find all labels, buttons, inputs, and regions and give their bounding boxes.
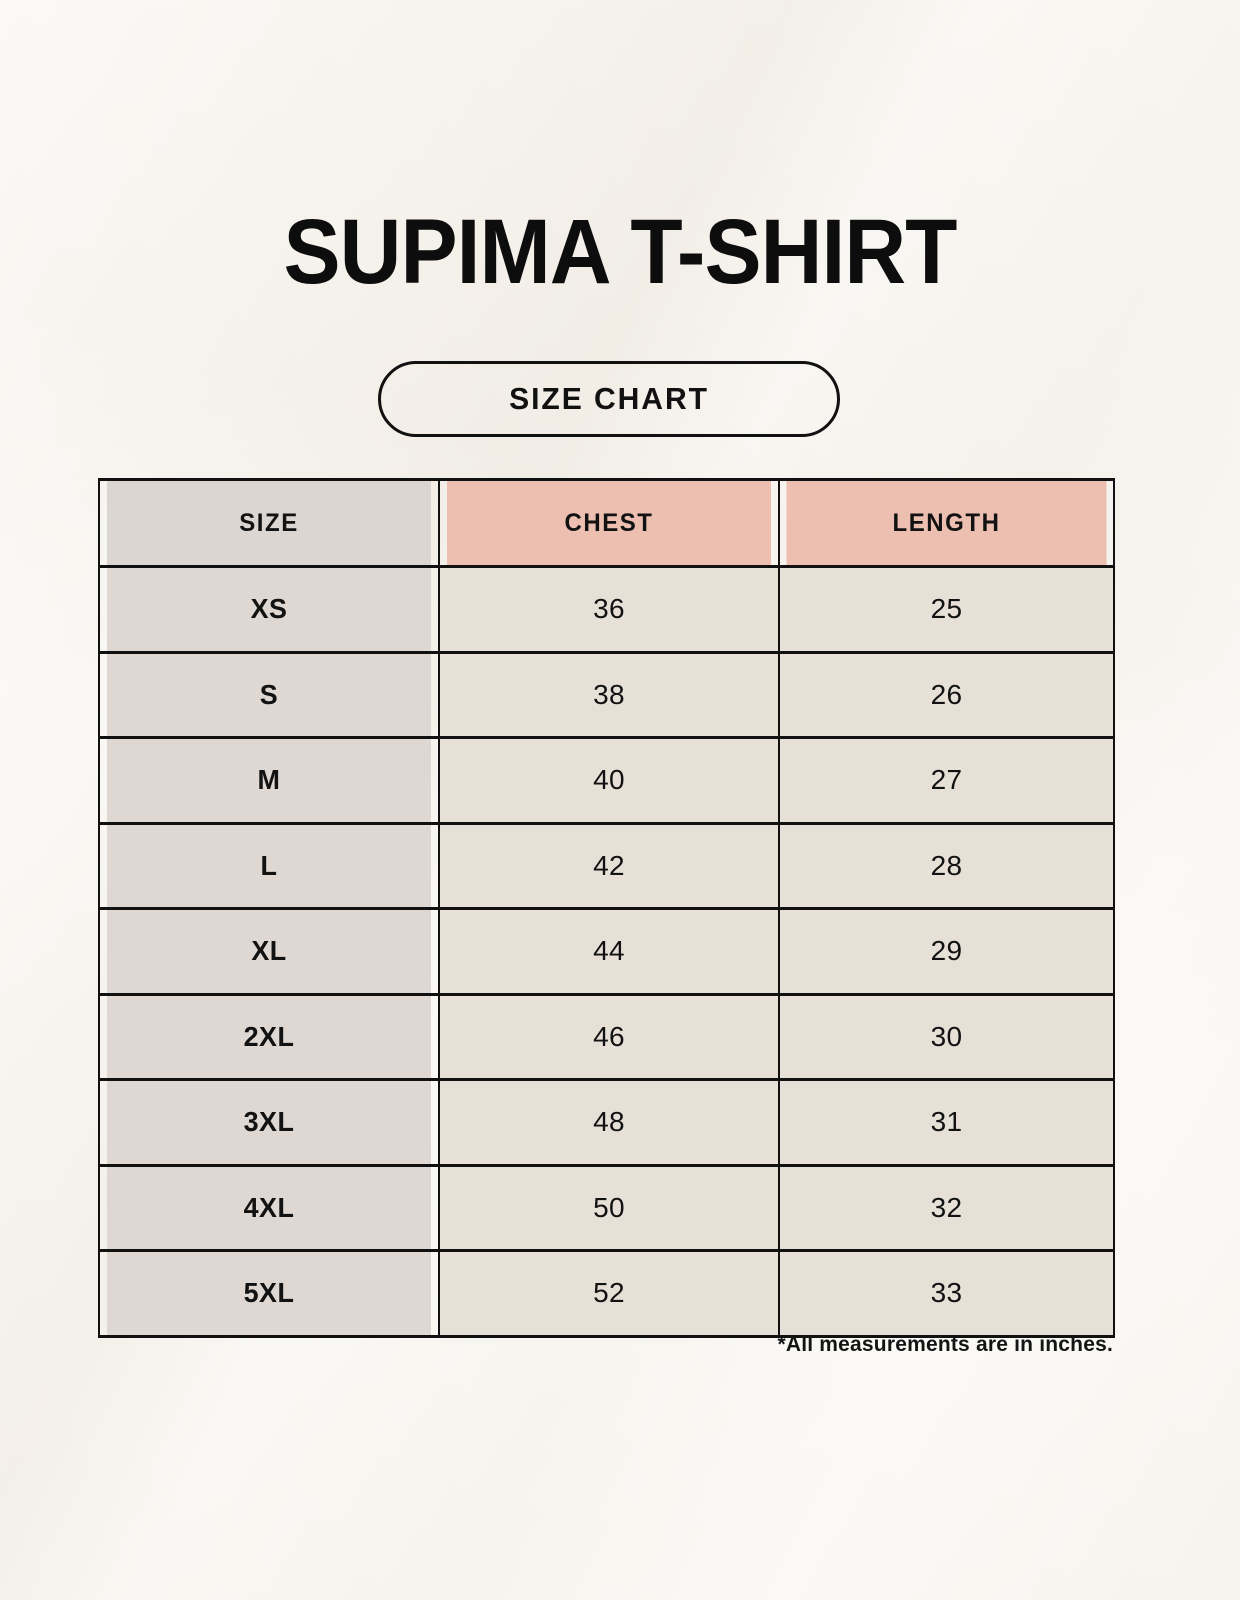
- cell-length: 28: [778, 821, 1115, 910]
- cell-length: 32: [778, 1163, 1115, 1252]
- table-row: 5XL 52 33: [99, 1249, 1115, 1338]
- cell-size: 2XL: [104, 992, 434, 1081]
- cell-length: 26: [778, 650, 1115, 739]
- table-row: 2XL 46 30: [99, 992, 1115, 1081]
- page-title: SUPIMA T-SHIRT: [283, 201, 957, 303]
- cell-chest: 38: [438, 650, 780, 739]
- cell-chest: 52: [438, 1249, 780, 1338]
- cell-size: L: [104, 821, 434, 910]
- measurement-note: *All measurements are in inches.: [777, 1333, 1113, 1356]
- cell-size: 4XL: [104, 1163, 434, 1252]
- cell-chest: 50: [438, 1163, 780, 1252]
- cell-length: 29: [778, 907, 1115, 996]
- table-row: M 40 27: [99, 736, 1115, 825]
- cell-chest: 46: [438, 992, 780, 1081]
- cell-length: 27: [778, 736, 1115, 825]
- table-row: L 42 28: [99, 821, 1115, 910]
- table-body: XS 36 25 S 38 26 M 40 27 L 42 28 XL 44 29 2XL 46 30 3XL 48 3…: [99, 565, 1115, 1338]
- table-row: 4XL 50 32: [99, 1163, 1115, 1252]
- cell-size: 3XL: [104, 1078, 434, 1167]
- table-header-row: SIZE CHEST LENGTH: [99, 478, 1114, 568]
- size-chart-table: SIZE CHEST LENGTH XS 36 25 S 38 26 M 40 27 L 42 28 X…: [98, 478, 1115, 1338]
- cell-chest: 44: [438, 907, 780, 996]
- cell-size: 5XL: [104, 1249, 434, 1338]
- cell-length: 31: [778, 1078, 1115, 1167]
- table-row: XS 36 25: [99, 565, 1115, 654]
- cell-chest: 42: [438, 821, 780, 910]
- column-header-size: SIZE: [104, 478, 434, 568]
- cell-size: XL: [104, 907, 434, 996]
- cell-chest: 48: [438, 1078, 780, 1167]
- cell-length: 25: [778, 565, 1115, 654]
- cell-chest: 36: [438, 565, 780, 654]
- size-chart-badge-label: SIZE CHART: [509, 381, 709, 416]
- table-row: 3XL 48 31: [99, 1078, 1115, 1167]
- cell-length: 30: [778, 992, 1115, 1081]
- cell-size: XS: [104, 565, 434, 654]
- cell-size: S: [104, 650, 434, 739]
- size-chart-badge: SIZE CHART: [378, 361, 840, 437]
- cell-chest: 40: [438, 736, 780, 825]
- cell-size: M: [104, 736, 434, 825]
- table-row: S 38 26: [99, 650, 1115, 739]
- table-row: XL 44 29: [99, 907, 1115, 996]
- table-header: SIZE CHEST LENGTH: [99, 478, 1114, 568]
- cell-length: 33: [778, 1249, 1115, 1338]
- column-header-length: LENGTH: [784, 478, 1109, 568]
- column-header-chest: CHEST: [444, 478, 774, 568]
